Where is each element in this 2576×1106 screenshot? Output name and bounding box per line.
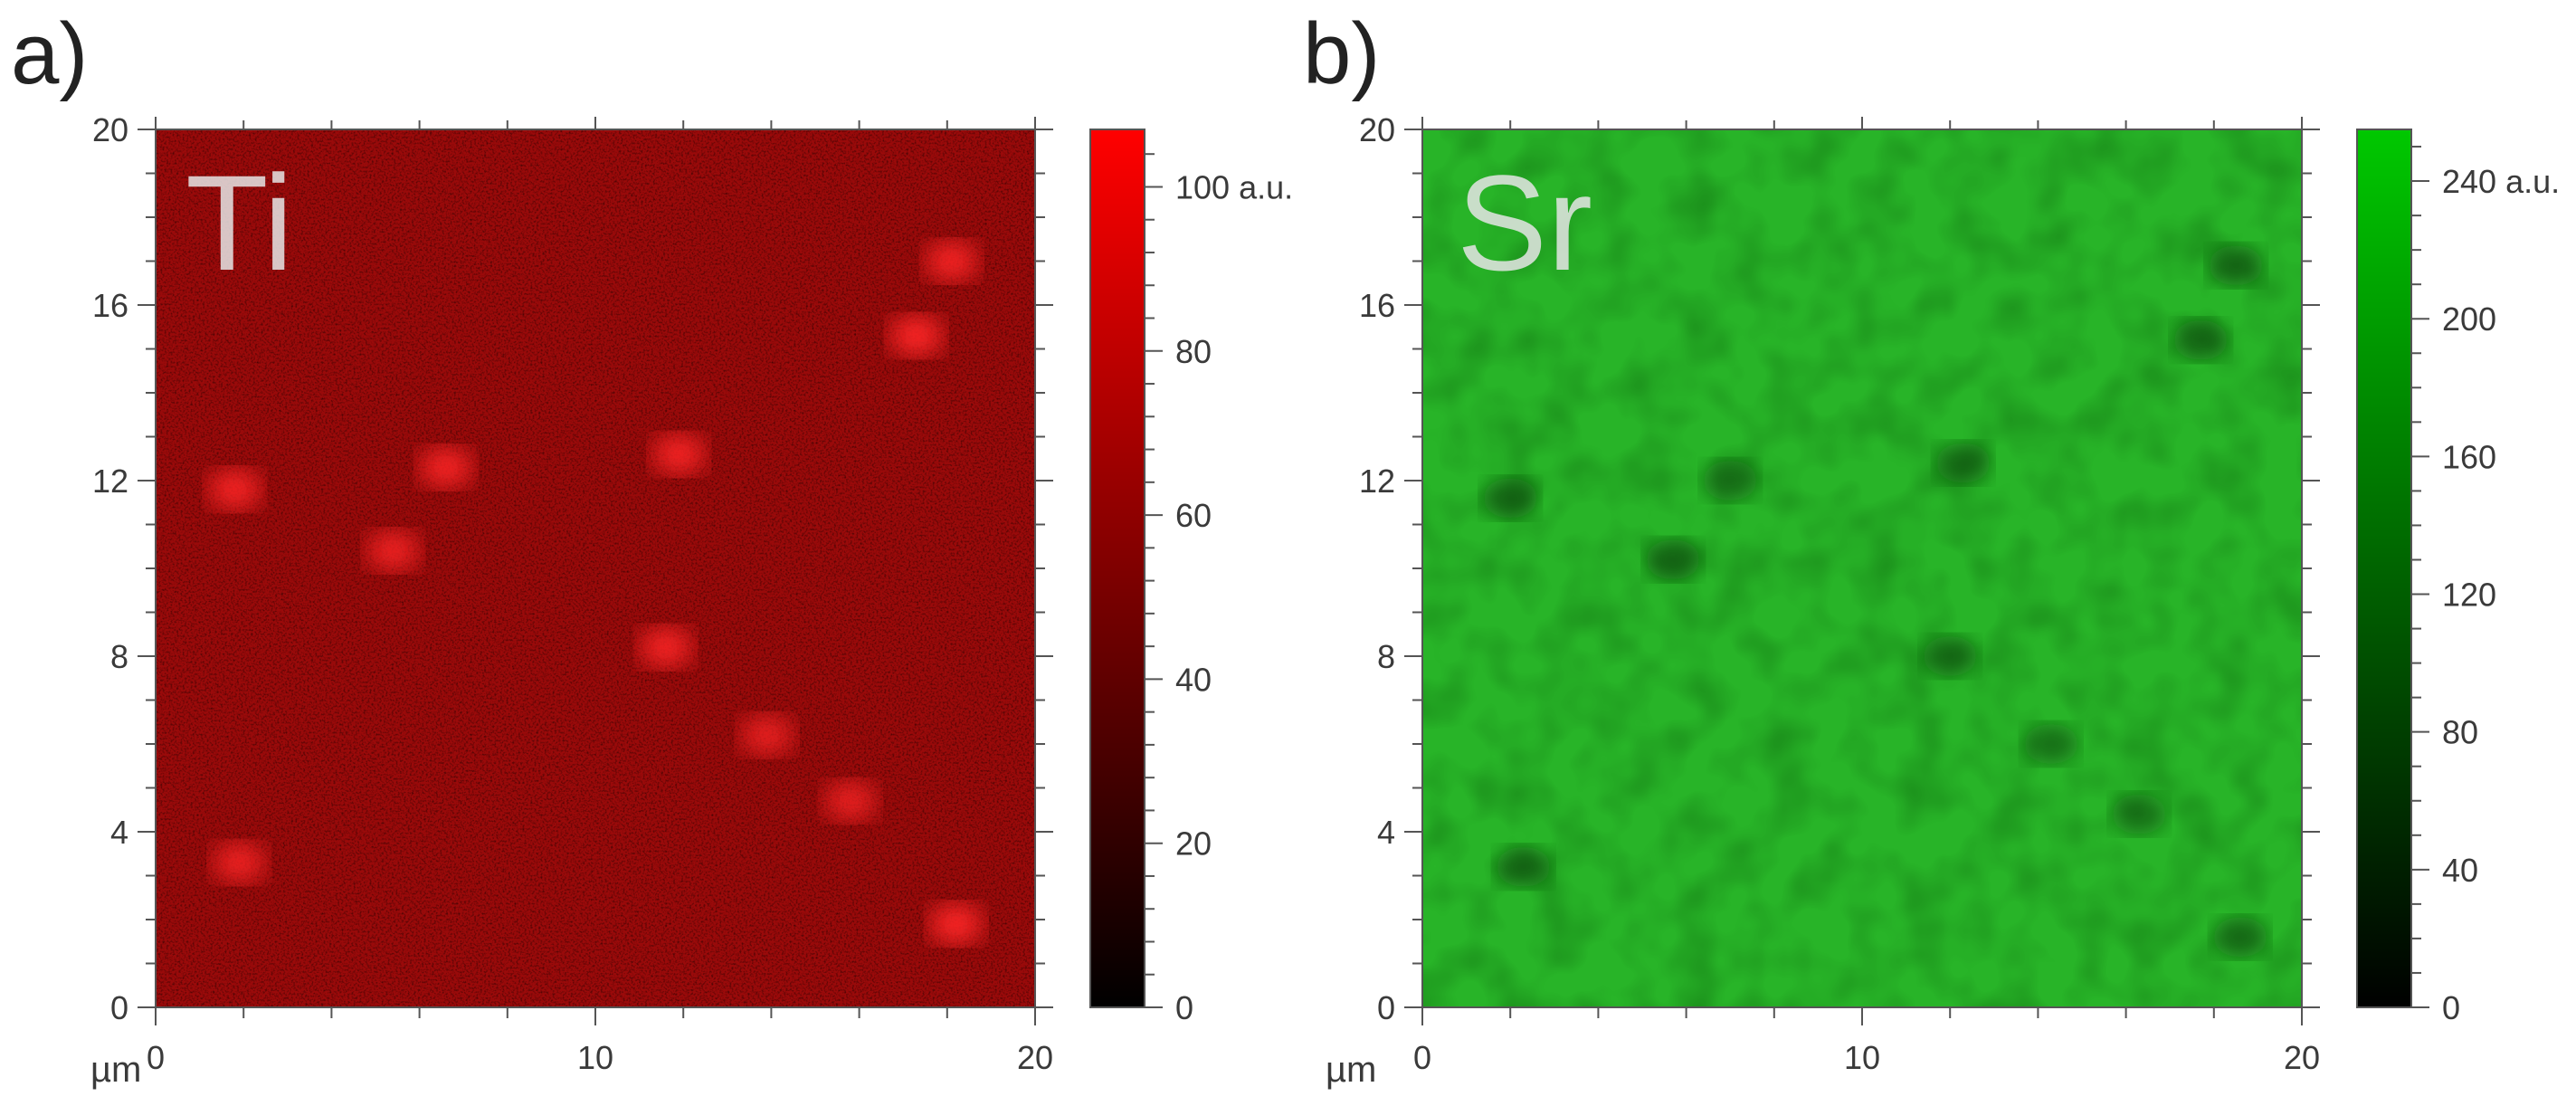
spot-4 — [1646, 539, 1701, 580]
colorbar-top-label: 240 a.u. — [2442, 163, 2560, 200]
spot-6 — [2023, 724, 2078, 764]
x-tick-label: 0 — [147, 1039, 165, 1076]
spot-4 — [366, 530, 421, 571]
colorbar-tick-label: 200 — [2442, 300, 2496, 338]
x-tick-label: 10 — [1844, 1039, 1880, 1076]
colorbar-tick-label: 80 — [2442, 714, 2478, 751]
spot-9 — [928, 903, 984, 944]
colorbar — [1089, 129, 1145, 1008]
colorbar-top-label: 100 a.u. — [1175, 168, 1293, 205]
colorbar-tick-label: 160 — [2442, 438, 2496, 475]
panel-ti: a) 0 10 20 0 4 8 12 16 20 µm Ti 0 20 40 60 80 100 a.u. — [11, 5, 1293, 1090]
spot-7 — [2112, 794, 2167, 834]
y-tick-label: 4 — [1377, 814, 1395, 851]
spot-10 — [889, 315, 944, 356]
heatmap-noise — [156, 129, 1035, 1007]
colorbar-tick-label: 0 — [1175, 989, 1193, 1026]
spot-1 — [207, 469, 262, 510]
y-tick-label: 20 — [1359, 111, 1395, 148]
colorbar-tick-label: 0 — [2442, 989, 2460, 1026]
spot-2 — [1703, 461, 1758, 501]
y-tick-label: 20 — [92, 111, 128, 148]
y-tick-label: 8 — [110, 638, 128, 675]
spot-5 — [1923, 636, 1978, 676]
heatmap-area — [156, 129, 1035, 1007]
spot-8 — [212, 842, 267, 882]
spot-8 — [1496, 846, 1551, 887]
colorbar-tick-label: 40 — [2442, 852, 2478, 889]
spot-3 — [1935, 443, 1991, 483]
spot-7 — [822, 781, 878, 822]
spot-3 — [651, 434, 707, 474]
y-tick-label: 12 — [92, 462, 128, 500]
x-tick-label: 20 — [2284, 1039, 2320, 1076]
colorbar-tick-label: 80 — [1175, 333, 1212, 370]
colorbar-tick-label: 60 — [1175, 497, 1212, 534]
colorbar-tick-label: 20 — [1175, 825, 1212, 863]
spot-9 — [2212, 917, 2267, 958]
x-tick-label: 20 — [1017, 1039, 1053, 1076]
spot-2 — [418, 447, 473, 488]
y-tick-label: 12 — [1359, 462, 1395, 500]
spot-5 — [638, 627, 693, 668]
x-tick-label: 0 — [1413, 1039, 1431, 1076]
panel-label: b) — [1303, 5, 1380, 102]
panel-label: a) — [11, 5, 88, 102]
y-tick-label: 0 — [110, 989, 128, 1026]
spot-6 — [739, 715, 794, 756]
x-axis-label: µm — [1326, 1050, 1376, 1090]
y-tick-label: 16 — [92, 287, 128, 324]
colorbar-tick-label: 120 — [2442, 577, 2496, 614]
spot-10 — [2173, 319, 2229, 360]
y-tick-label: 4 — [110, 814, 128, 851]
spot-1 — [1483, 478, 1538, 519]
x-tick-label: 10 — [577, 1039, 613, 1076]
spot-11 — [2209, 245, 2264, 286]
y-tick-label: 16 — [1359, 287, 1395, 324]
map-element-label: Ti — [185, 147, 293, 299]
spot-11 — [924, 241, 979, 281]
colorbar — [2356, 129, 2412, 1008]
heatmap-mottle — [1422, 129, 2302, 1007]
map-element-label: Sr — [1457, 147, 1592, 299]
heatmap-area — [1422, 129, 2302, 1007]
y-tick-label: 0 — [1377, 989, 1395, 1026]
y-tick-label: 8 — [1377, 638, 1395, 675]
x-axis-label: µm — [90, 1050, 141, 1090]
colorbar-tick-label: 40 — [1175, 661, 1212, 698]
